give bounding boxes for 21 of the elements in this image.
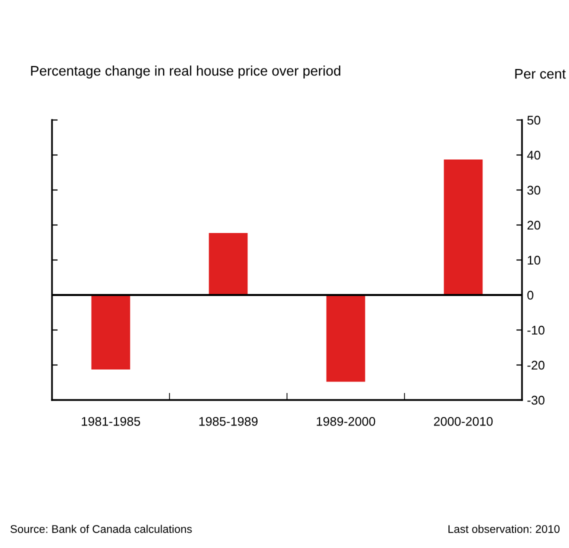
bar [326, 295, 366, 382]
y-tick-label: 50 [527, 116, 540, 125]
x-tick-label: 1981-1985 [82, 416, 140, 426]
y-axis-title: Per cent [515, 69, 566, 79]
x-tick-label: 1985-1989 [199, 416, 258, 426]
x-tick-label: 2000-2010 [434, 416, 493, 426]
source-note: Source: Bank of Canada calculations [10, 524, 192, 533]
x-tick-label: 1989-2000 [316, 416, 376, 426]
y-tick-label: 0 [527, 290, 534, 300]
y-tick-label: 30 [527, 186, 540, 195]
y-tick-label: 20 [527, 220, 540, 230]
y-tick-label: -20 [527, 360, 544, 370]
bar [444, 160, 483, 295]
chart-title: Percentage change in real house price over period [31, 66, 340, 78]
text: Last observation: 2010 [448, 524, 560, 533]
y-tick-label: 40 [527, 150, 540, 160]
y-tick-label: 10 [528, 256, 540, 265]
bar [91, 295, 130, 370]
bar [208, 233, 248, 295]
y-tick-label: -30 [527, 396, 544, 405]
y-tick-label: -10 [527, 326, 544, 335]
